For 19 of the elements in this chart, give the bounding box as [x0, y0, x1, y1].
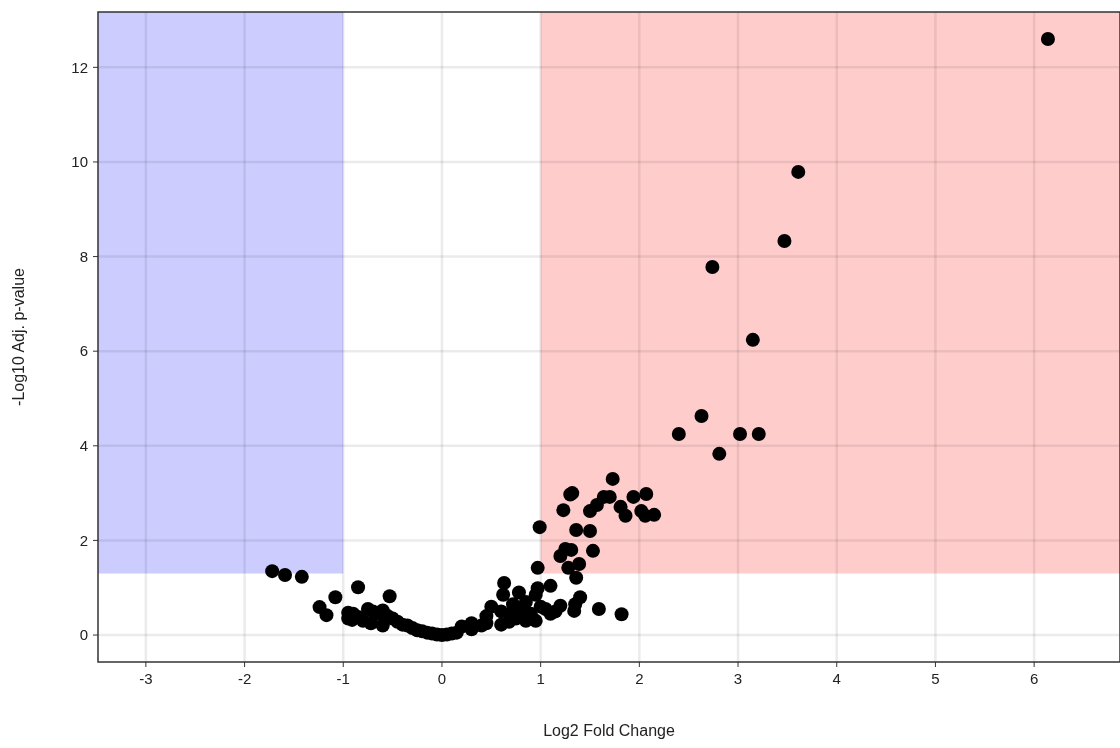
y-tick-label: 8 [79, 247, 88, 265]
x-tick-label: 2 [635, 670, 644, 687]
x-tick-label: 1 [536, 670, 545, 687]
y-axis-title: -Log10 Adj. p-value [10, 267, 27, 406]
y-tick-label: 6 [79, 342, 88, 360]
x-tick-label: -1 [336, 670, 350, 687]
x-tick-label: -3 [139, 670, 153, 687]
x-tick-label: 4 [832, 670, 841, 687]
x-tick-label: 6 [1029, 670, 1039, 687]
y-tick-label: 4 [79, 437, 88, 455]
x-tick-label: 0 [437, 670, 447, 687]
y-tick-label: 12 [71, 58, 88, 76]
y-tick-label: 0 [79, 626, 88, 644]
y-tick-label: 2 [79, 531, 88, 549]
y-tick-label: 10 [71, 153, 88, 171]
x-tick-label: 3 [733, 670, 743, 687]
x-axis-title: Log2 Fold Change [543, 722, 675, 739]
x-tick-label: 5 [931, 670, 940, 687]
x-tick-label: -2 [237, 670, 252, 687]
